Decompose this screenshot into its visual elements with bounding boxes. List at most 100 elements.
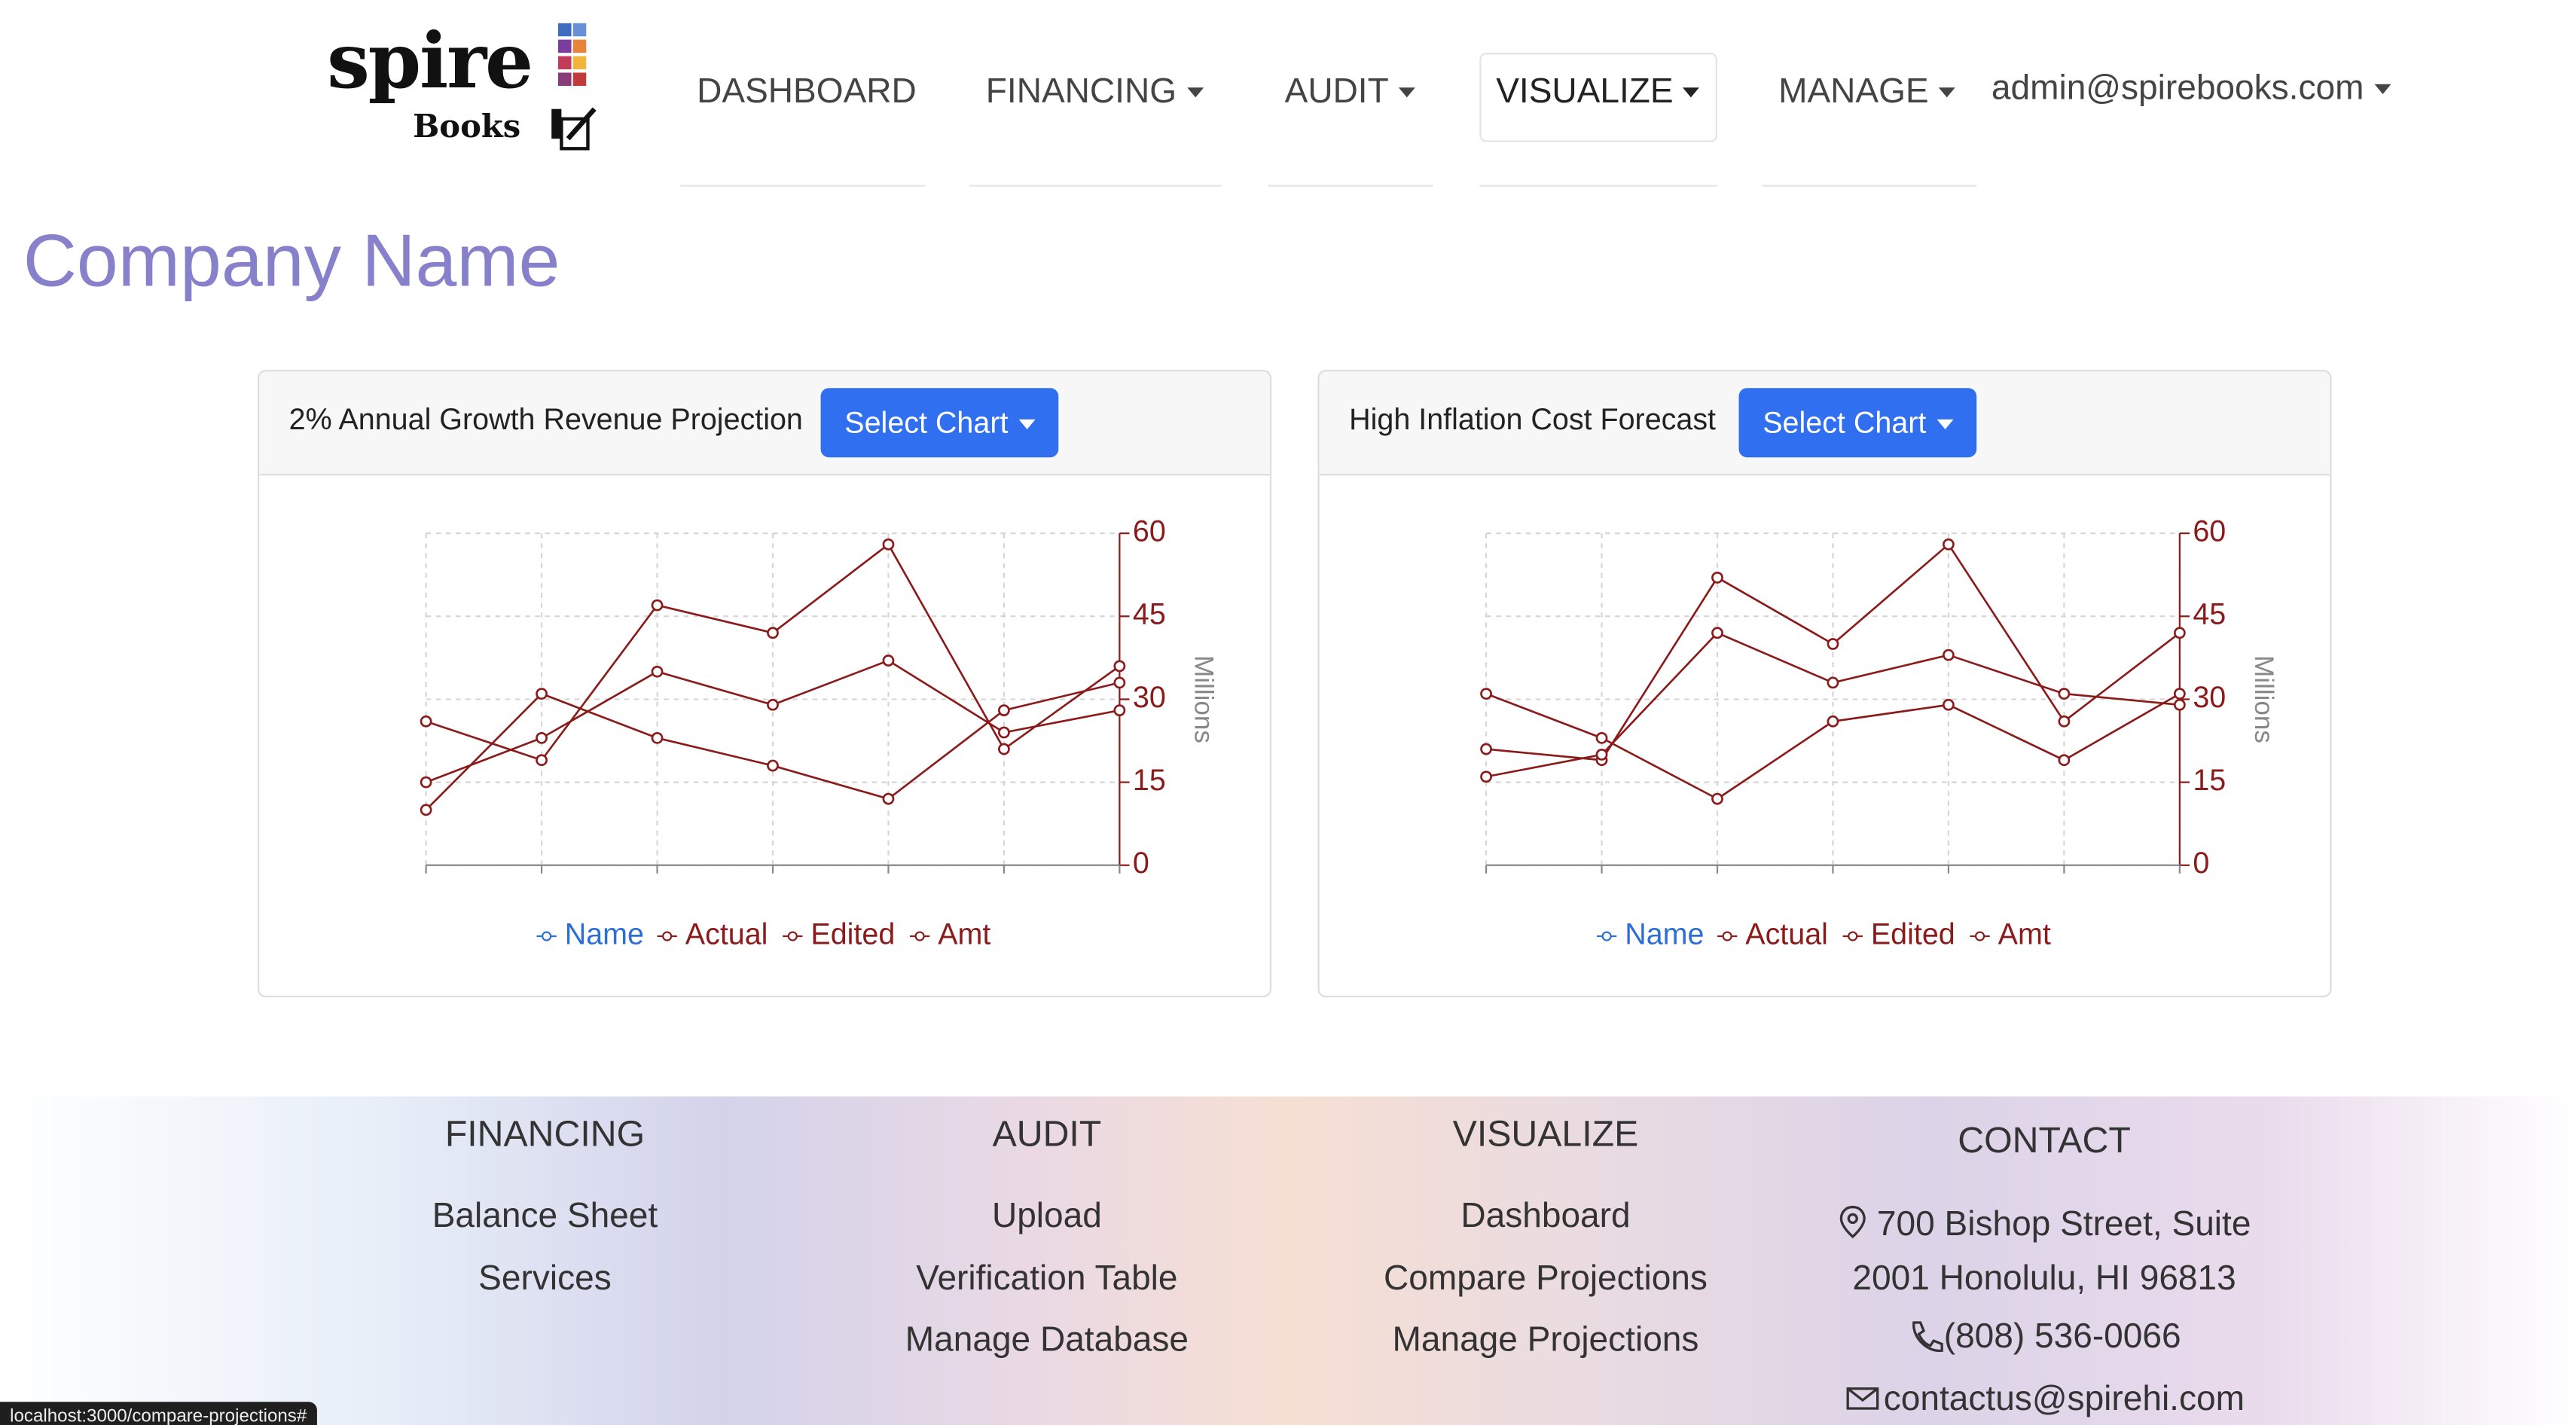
point	[998, 726, 1010, 739]
point	[1480, 770, 1492, 783]
select-chart-button[interactable]: Select Chart	[1738, 388, 1977, 458]
logo[interactable]: spire Books	[327, 17, 616, 155]
y-tick-label: 45	[1133, 598, 1166, 631]
point	[1827, 676, 1839, 689]
point	[1113, 676, 1126, 689]
nav-underline	[1762, 185, 1977, 187]
y-tick-label: 45	[2193, 598, 2226, 631]
point	[882, 655, 895, 667]
footer-link[interactable]: Dashboard	[1460, 1197, 1631, 1235]
legend-swatch	[1974, 931, 1985, 941]
y-axis-label: Millions	[2249, 655, 2278, 743]
chart-panel: High Inflation Cost Forecast Select Char…	[1317, 370, 2332, 998]
logo-sub: Books	[413, 108, 521, 145]
y-axis-label: Millions	[1189, 655, 1219, 743]
chart-panel: 2% Annual Growth Revenue Projection Sele…	[257, 370, 1272, 998]
footer-link[interactable]: Manage Database	[905, 1320, 1189, 1359]
button-label: Select Chart	[844, 406, 1009, 440]
footer-link[interactable]: Manage Projections	[1392, 1320, 1699, 1359]
phone-icon	[1912, 1321, 1944, 1352]
footer-column: AUDIT Upload Verification Table Manage D…	[799, 1113, 1295, 1372]
point	[536, 731, 548, 744]
legend-swatch	[914, 931, 925, 941]
point	[2173, 688, 2186, 700]
nav-label: admin@spirebooks.com	[1991, 69, 2364, 108]
select-chart-button[interactable]: Select Chart	[820, 388, 1059, 458]
phone: (808) 536-0066	[1796, 1306, 2292, 1368]
point	[1943, 648, 1955, 661]
footer: FINANCING Balance Sheet Services AUDIT U…	[0, 1096, 2576, 1425]
nav-label: FINANCING	[985, 72, 1177, 111]
logo-icon	[551, 23, 597, 151]
point	[2173, 698, 2186, 711]
point	[651, 731, 664, 744]
nav-item[interactable]: DASHBOARD	[697, 72, 917, 112]
point	[767, 759, 779, 772]
footer-link[interactable]: Balance Sheet	[432, 1197, 658, 1235]
point	[2058, 688, 2071, 700]
footer-column: FINANCING Balance Sheet Services	[298, 1113, 793, 1310]
footer-link[interactable]: Compare Projections	[1384, 1259, 1708, 1298]
footer-column: CONTACT 700 Bishop Street, Suite 2001 Ho…	[1796, 1113, 2292, 1425]
legend-label: Amt	[1998, 917, 2051, 951]
point	[536, 754, 548, 767]
point	[420, 804, 432, 816]
footer-heading: FINANCING	[444, 1112, 646, 1155]
footer-link[interactable]: Services	[478, 1259, 612, 1298]
nav-active-box	[1479, 53, 1717, 142]
nav-label: VISUALIZE	[1496, 72, 1674, 111]
legend-swatch	[662, 931, 673, 941]
point	[1595, 731, 1608, 744]
footer-link[interactable]: Verification Table	[916, 1259, 1178, 1298]
point	[651, 599, 664, 612]
legend-swatch	[1848, 931, 1858, 941]
point	[1943, 698, 1955, 711]
legend-label: Actual	[1745, 917, 1828, 951]
point	[998, 743, 1010, 755]
point	[1113, 660, 1126, 673]
footer-column: VISUALIZE Dashboard Compare Projections …	[1298, 1113, 1793, 1372]
panel-header: 2% Annual Growth Revenue Projection Sele…	[259, 371, 1270, 476]
point	[2058, 715, 2071, 728]
nav-item[interactable]: VISUALIZE	[1496, 72, 1700, 112]
address-line: 2001 Honolulu, HI 96813	[1852, 1259, 2236, 1298]
nav-item[interactable]: admin@spirebooks.com	[1992, 69, 2391, 109]
chart-title: 2% Annual Growth Revenue Projection	[288, 402, 803, 436]
y-tick-label: 15	[1133, 764, 1166, 797]
legend-swatch	[1722, 931, 1732, 941]
footer-link[interactable]: Upload	[991, 1197, 1102, 1235]
point	[1943, 538, 1955, 551]
nav-label: MANAGE	[1778, 72, 1929, 111]
point	[651, 665, 664, 678]
chart: 0 15 30 45 60 Millions Name Actual Edited Amt	[420, 515, 1219, 951]
nav-item[interactable]: FINANCING	[985, 72, 1204, 112]
legend-label: Amt	[938, 917, 990, 951]
point	[2173, 627, 2186, 639]
point	[2058, 754, 2071, 767]
button-label: Select Chart	[1763, 406, 1927, 440]
point	[1711, 627, 1723, 639]
nav-item[interactable]: MANAGE	[1778, 72, 1955, 112]
legend-label: Actual	[685, 917, 768, 951]
y-tick-label: 60	[2193, 515, 2226, 548]
point	[536, 688, 548, 700]
y-tick-label: 0	[1133, 847, 1149, 880]
point	[1827, 638, 1839, 650]
legend-label: Edited	[810, 917, 895, 951]
chart: 0 15 30 45 60 Millions Name Actual Edited Amt	[1480, 515, 2278, 951]
phone-number[interactable]: (808) 536-0066	[1943, 1317, 2181, 1356]
nav-underline	[969, 185, 1222, 187]
email-address[interactable]: contactus@spirehi.com	[1883, 1379, 2245, 1418]
point	[882, 792, 895, 805]
address-line: 700 Bishop Street, Suite	[1876, 1205, 2251, 1243]
nav-label: AUDIT	[1284, 72, 1389, 111]
footer-heading: CONTACT	[1958, 1119, 2131, 1161]
nav-underline	[1268, 185, 1433, 187]
legend-swatch	[542, 931, 552, 941]
panel-header: High Inflation Cost Forecast Select Char…	[1319, 371, 2330, 476]
nav-item[interactable]: AUDIT	[1285, 72, 1415, 112]
nav-label: DASHBOARD	[697, 72, 917, 111]
chart-title: High Inflation Cost Forecast	[1349, 402, 1717, 436]
page-title: Company Name	[23, 218, 560, 303]
